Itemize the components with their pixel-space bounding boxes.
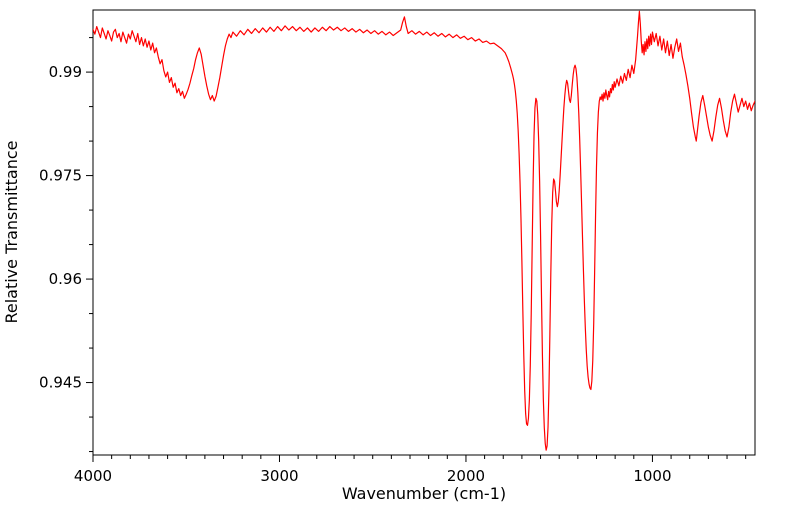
- spectrum-line: [93, 10, 755, 451]
- x-axis-label: Wavenumber (cm-1): [342, 484, 506, 503]
- x-tick-label: 1000: [633, 467, 671, 485]
- x-tick-label: 4000: [74, 467, 112, 485]
- axis-ticks: 4000 3000 2000 1000 0.945 0.96 0.975 0.99: [39, 37, 747, 485]
- plot-frame: [92, 9, 756, 456]
- x-tick-label: 3000: [260, 467, 298, 485]
- y-tick-label: 0.96: [49, 270, 82, 288]
- y-tick-label: 0.945: [39, 374, 82, 392]
- y-axis-label: Relative Transmittance: [2, 140, 21, 323]
- x-tick-label: 2000: [447, 467, 485, 485]
- y-tick-label: 0.99: [49, 63, 82, 81]
- y-tick-label: 0.975: [39, 167, 82, 185]
- spectrum-series: [93, 10, 755, 451]
